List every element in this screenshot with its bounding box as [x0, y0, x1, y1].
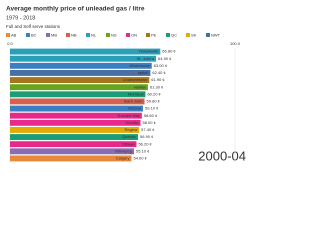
bar-label: Ottawa	[122, 141, 135, 146]
value-label: 60.20 ¢	[147, 91, 160, 96]
bar-label: Whitehorse	[130, 63, 151, 68]
legend-label: NB	[71, 33, 77, 38]
bar-label: Victoria	[128, 106, 142, 111]
value-label: 58.00 ¢	[143, 120, 156, 125]
chart-subtitle: 1979 - 2018	[6, 15, 35, 21]
legend-label: NL	[91, 33, 97, 38]
bar	[10, 55, 157, 62]
bar-label: Quebec	[122, 134, 136, 139]
legend-label: QC	[171, 33, 177, 38]
legend-swatch	[206, 33, 210, 37]
bar-label: Saint John	[124, 99, 143, 104]
chart-note: Full and Self serve stations	[6, 24, 61, 29]
value-label: 61.30 ¢	[150, 84, 163, 89]
bar-label: St. John's	[137, 56, 154, 61]
legend-swatch	[86, 33, 90, 37]
value-label: 61.90 ¢	[151, 77, 164, 82]
bar-label: Thunder Bay	[117, 113, 140, 118]
legend-label: ON	[131, 33, 137, 38]
bar	[10, 112, 142, 119]
legend-label: NWT	[211, 33, 221, 38]
bar	[10, 77, 150, 84]
value-label: 59.80 ¢	[147, 99, 160, 104]
value-label: 63.00 ¢	[154, 63, 167, 68]
bar	[10, 119, 141, 126]
bar-label: Calgary	[116, 156, 130, 161]
value-label: 56.20 ¢	[138, 141, 151, 146]
period-label: 2000-04	[198, 148, 246, 163]
value-label: 66.80 ¢	[162, 49, 175, 54]
bar-label: Winnipeg	[115, 148, 132, 153]
bar	[10, 62, 152, 69]
bar	[10, 134, 139, 141]
bar	[10, 105, 143, 112]
bar-label: Toronto	[125, 120, 139, 125]
legend-label: NS	[111, 33, 117, 38]
bar	[10, 155, 132, 162]
chart-title: Average monthly price of unleaded gas / …	[6, 6, 145, 13]
bar-label: Montreal	[128, 91, 144, 96]
bar	[10, 84, 148, 91]
bar	[10, 69, 151, 76]
legend-swatch	[126, 33, 130, 37]
bar	[10, 148, 134, 155]
value-label: 62.40 ¢	[152, 70, 165, 75]
bar-label: Iqaluit	[138, 70, 150, 75]
value-label: 54.00 ¢	[134, 156, 147, 161]
bar	[10, 91, 146, 98]
x-tick-label: 100.0	[230, 41, 241, 46]
legend-swatch	[106, 33, 110, 37]
x-tick-label: 0.0	[7, 41, 13, 46]
legend-label: MB	[51, 33, 57, 38]
legend-label: AB	[11, 33, 17, 38]
value-label: 55.10 ¢	[136, 148, 149, 153]
bar	[10, 98, 145, 105]
legend-swatch	[46, 33, 50, 37]
legend-label: PE	[151, 33, 157, 38]
legend-swatch	[26, 33, 30, 37]
value-label: 59.10 ¢	[145, 106, 158, 111]
legend-swatch	[166, 33, 170, 37]
legend-swatch	[186, 33, 190, 37]
legend-label: SK	[191, 33, 197, 38]
chart: Average monthly price of unleaded gas / …	[6, 6, 246, 163]
legend-swatch	[146, 33, 150, 37]
bar	[10, 126, 140, 133]
bar-label: Regina	[124, 127, 137, 132]
value-label: 64.90 ¢	[158, 56, 171, 61]
bar-label: Yellowknife	[138, 49, 159, 54]
value-label: 57.40 ¢	[141, 127, 154, 132]
value-label: 56.90 ¢	[140, 134, 153, 139]
legend-swatch	[66, 33, 70, 37]
legend-label: BC	[31, 33, 37, 38]
bar	[10, 48, 161, 55]
bar	[10, 141, 137, 148]
value-label: 58.60 ¢	[144, 113, 157, 118]
legend-swatch	[6, 33, 10, 37]
bar-label: Charlottetown	[123, 77, 148, 82]
bar-label: Halifax	[134, 84, 146, 89]
